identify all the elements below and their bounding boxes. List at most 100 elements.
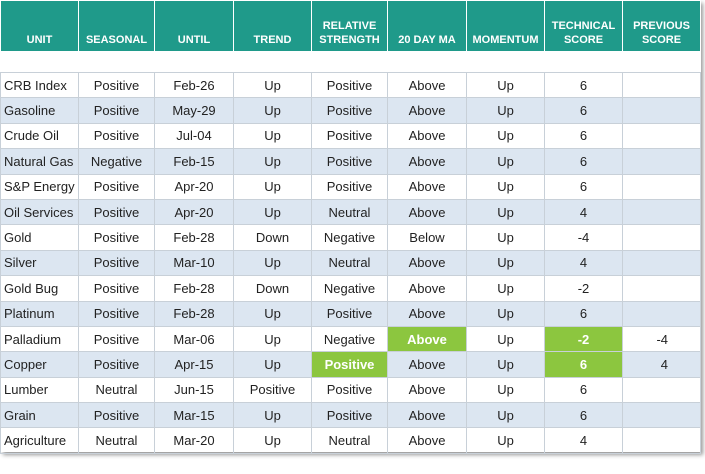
table-cell: Up — [233, 402, 312, 429]
table-cell: Crude Oil — [0, 122, 79, 150]
header-cell: MOMENTUM — [466, 0, 545, 52]
table-cell: Oil Services — [0, 198, 79, 226]
table-cell: 4 — [544, 198, 623, 226]
table-cell: -2 — [544, 275, 623, 302]
table-cell: Agriculture — [0, 427, 79, 454]
table-cell: -2 — [544, 325, 623, 353]
table-cell: Mar-06 — [154, 325, 234, 353]
table-cell: Positive — [311, 173, 388, 200]
table-cell: Negative — [311, 275, 388, 302]
table-row: Copper Positive Apr-15 Up Positive Above Up 6 4 — [0, 351, 701, 378]
table-row: Gold Positive Feb-28 Down Negative Below Up -4 — [0, 224, 701, 251]
table-cell: Palladium — [0, 325, 79, 353]
table-cell: Down — [233, 275, 312, 302]
table-cell: Positive — [78, 224, 155, 251]
table-cell: Above — [387, 325, 467, 353]
table-cell: Positive — [311, 300, 388, 327]
table-cell: Neutral — [78, 376, 155, 404]
table-cell: Jun-15 — [154, 376, 234, 404]
table-row: S&P Energy Positive Apr-20 Up Positive Above U… — [0, 173, 701, 200]
table-cell: Positive — [311, 71, 388, 99]
table-cell: Above — [387, 402, 467, 429]
table-cell: Mar-20 — [154, 427, 234, 454]
table-row: Oil Services Positive Apr-20 Up Neutral Above… — [0, 198, 701, 226]
table-cell: S&P Energy — [0, 173, 79, 200]
table-cell: Up — [466, 249, 545, 277]
table-cell: Platinum — [0, 300, 79, 327]
empty-cell — [622, 97, 701, 124]
table-cell: Grain — [0, 402, 79, 429]
table-cell: 6 — [544, 173, 623, 200]
table-cell: 6 — [544, 71, 623, 99]
table-cell: Neutral — [311, 427, 388, 454]
table-cell: Up — [233, 427, 312, 454]
table-cell: Apr-20 — [154, 198, 234, 226]
table-body: CRB Index Positive Feb-26 Up Positive Above Up… — [0, 51, 701, 454]
empty-cell — [622, 376, 701, 404]
table-row: Agriculture Neutral Mar-20 Up Neutral Above Up… — [0, 427, 701, 454]
empty-cell — [622, 71, 701, 99]
table-cell: Up — [233, 300, 312, 327]
table-cell: 6 — [544, 97, 623, 124]
table-cell: 6 — [544, 122, 623, 150]
table-row: Silver Positive Mar-10 Up Neutral Above Up 4 — [0, 249, 701, 277]
empty-cell — [622, 122, 701, 150]
table-row: Platinum Positive Feb-28 Up Positive Above Up 6 — [0, 300, 701, 327]
table-row: CRB Index Positive Feb-26 Up Positive Above Up… — [0, 71, 701, 99]
empty-cell — [622, 224, 701, 251]
header-cell: PREVIOUS SCORE — [622, 0, 701, 52]
table-cell: Neutral — [311, 249, 388, 277]
table-cell: Neutral — [311, 198, 388, 226]
table-cell: Negative — [311, 325, 388, 353]
table-cell: Positive — [311, 148, 388, 175]
table-cell: 6 — [544, 402, 623, 429]
table-cell: Up — [233, 148, 312, 175]
empty-cell — [622, 148, 701, 175]
table-cell: Up — [233, 198, 312, 226]
table-cell: Up — [466, 402, 545, 429]
table-cell: Up — [233, 71, 312, 99]
header-cell: 20 DAY MA — [387, 0, 467, 52]
table-cell: Positive — [78, 198, 155, 226]
table-cell: Positive — [233, 376, 312, 404]
table-cell: Below — [387, 224, 467, 251]
table-cell: Positive — [78, 275, 155, 302]
table-cell: Neutral — [78, 427, 155, 454]
table-cell: Up — [466, 198, 545, 226]
table-cell: 6 — [544, 376, 623, 404]
header-cell: SEASONAL — [78, 0, 155, 52]
table-cell: Up — [466, 224, 545, 251]
table-cell: Natural Gas — [0, 148, 79, 175]
header-cell: TECHNICAL SCORE — [544, 0, 623, 52]
table-row: Lumber Neutral Jun-15 Positive Positive Above… — [0, 376, 701, 404]
empty-cell — [622, 427, 701, 454]
header-row: UNIT SEASONAL UNTIL TREND RELATIVE STRENGTH 2… — [0, 0, 701, 52]
table-cell: 6 — [544, 351, 623, 378]
table-row: Crude Oil Positive Jul-04 Up Positive Above Up… — [0, 122, 701, 150]
table-cell: Positive — [78, 300, 155, 327]
table-cell: Positive — [78, 173, 155, 200]
table-cell: Up — [466, 300, 545, 327]
table-cell: Above — [387, 173, 467, 200]
table-cell: 6 — [544, 148, 623, 175]
table-cell: Feb-28 — [154, 300, 234, 327]
table-row: Palladium Positive Mar-06 Up Negative Above Up… — [0, 325, 701, 353]
empty-cell — [622, 402, 701, 429]
header-cell: UNIT — [0, 0, 79, 52]
table-cell: Positive — [78, 71, 155, 99]
table-cell: -4 — [622, 325, 701, 353]
table-row: Gasoline Positive May-29 Up Positive Above Up 6 — [0, 97, 701, 124]
table-cell: Gold Bug — [0, 275, 79, 302]
empty-cell — [622, 249, 701, 277]
table-cell: Positive — [78, 351, 155, 378]
table-cell: Positive — [311, 122, 388, 150]
table-row: Gold Bug Positive Feb-28 Down Negative Above U… — [0, 275, 701, 302]
table-cell: Up — [466, 71, 545, 99]
table-cell: Up — [466, 122, 545, 150]
table-cell: Positive — [311, 402, 388, 429]
table-cell: Gold — [0, 224, 79, 251]
header-cell: UNTIL — [154, 0, 234, 52]
table-cell: Feb-15 — [154, 148, 234, 175]
spacer-row — [0, 51, 701, 73]
table-cell: Negative — [311, 224, 388, 251]
